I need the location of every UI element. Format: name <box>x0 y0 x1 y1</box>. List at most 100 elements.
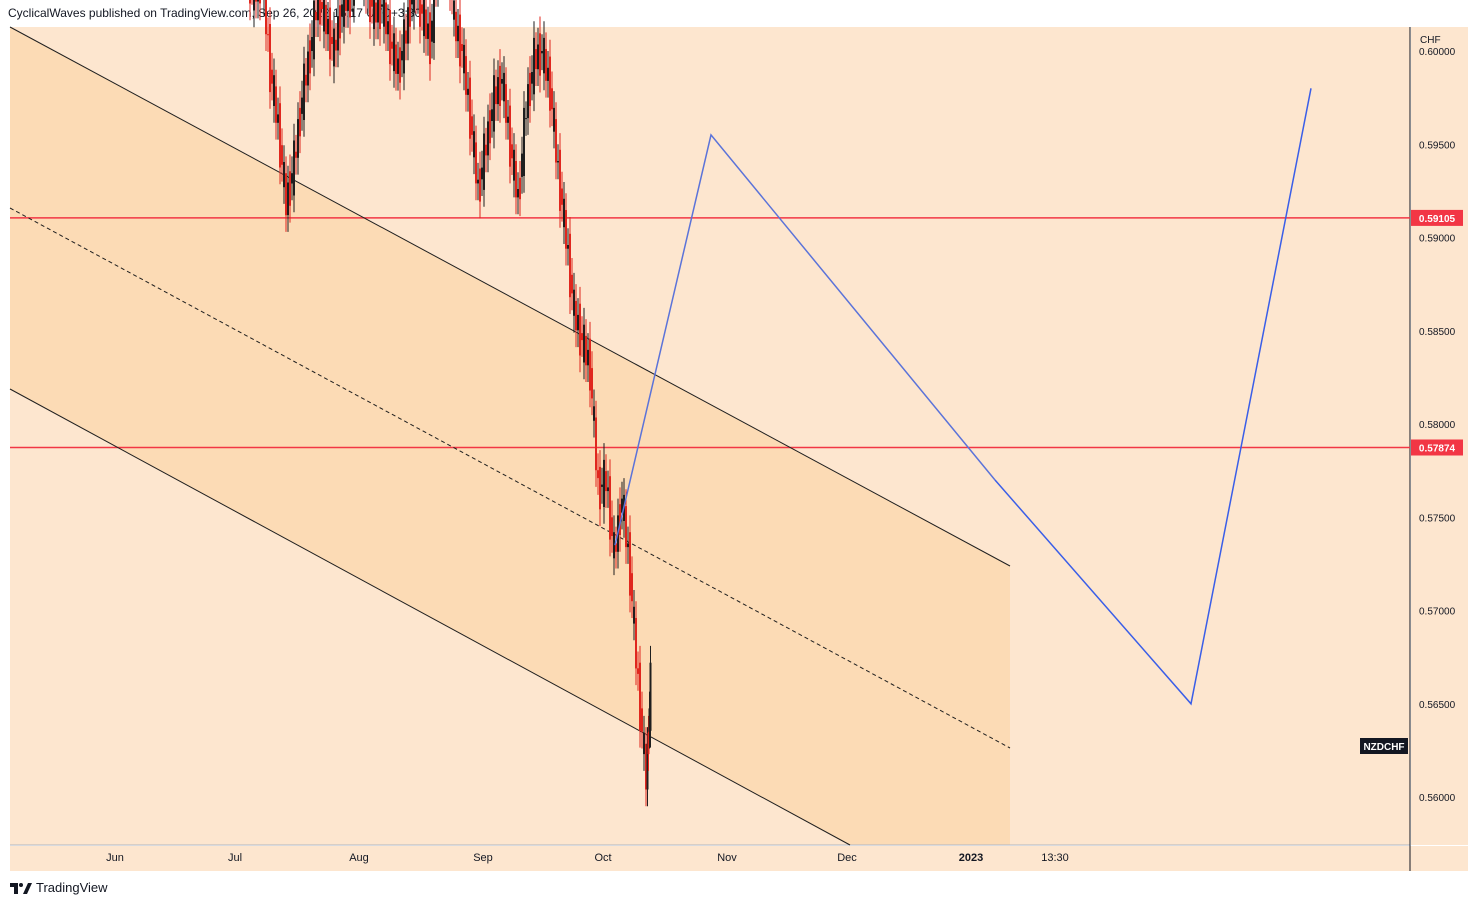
y-tick-label: 0.56000 <box>1419 793 1456 804</box>
candle-body <box>431 20 433 42</box>
candle-body <box>283 162 285 188</box>
level-label: 0.57874 <box>1419 444 1456 455</box>
candle-body <box>321 2 323 9</box>
candle-body <box>646 743 649 790</box>
candle-body <box>279 103 281 168</box>
candle-body <box>571 274 573 294</box>
candle-body <box>611 517 613 536</box>
candle-body <box>631 573 633 602</box>
candle-body <box>641 708 643 732</box>
x-tick-label: Aug <box>349 852 369 864</box>
candle-body <box>405 30 407 44</box>
candle-body <box>511 144 513 159</box>
candle-body <box>629 532 631 596</box>
candle-body <box>531 72 533 84</box>
candle-body <box>389 10 391 65</box>
candle-body <box>643 732 645 755</box>
candle-body <box>297 119 299 158</box>
candle-body <box>305 74 307 86</box>
candle-body <box>555 119 557 163</box>
symbol-label: NZDCHF <box>1363 742 1404 753</box>
candle-body <box>483 133 485 190</box>
candle-body <box>301 97 303 114</box>
channel-midline <box>9 207 1011 749</box>
candle-body <box>371 0 373 7</box>
level-label-bg <box>1411 439 1463 456</box>
candle-body <box>609 476 611 540</box>
candle-body <box>569 233 571 298</box>
candle-body <box>591 368 593 399</box>
candle-body <box>501 79 503 84</box>
candle-body <box>535 49 537 70</box>
candle-body <box>633 606 635 624</box>
candle-body <box>503 72 505 102</box>
candle-body <box>477 179 479 184</box>
candle-body <box>627 543 629 548</box>
candle-body <box>471 116 473 135</box>
projection-line <box>614 133 996 546</box>
candle-body <box>373 0 375 30</box>
candle-body <box>497 77 499 105</box>
candle-body <box>281 145 283 165</box>
candle-body <box>379 0 381 30</box>
candle-body <box>559 149 561 211</box>
candle-body <box>257 0 259 2</box>
candle-body <box>533 37 535 95</box>
candle-body <box>649 662 652 731</box>
level-label-bg <box>1411 209 1463 226</box>
candle-body <box>277 114 279 123</box>
candle-body <box>335 39 337 51</box>
candle-body <box>473 131 475 158</box>
candle-body <box>567 245 569 249</box>
candle-body <box>307 51 309 86</box>
candle-body <box>491 109 493 121</box>
candle-body <box>399 47 401 83</box>
candle-body <box>479 168 481 202</box>
candle-body <box>613 532 615 559</box>
candle-body <box>421 4 423 14</box>
candle-body <box>499 65 501 106</box>
candle-body <box>401 51 403 61</box>
channel-upper-line <box>9 26 1011 567</box>
candle-body <box>419 0 421 27</box>
candle-body <box>637 668 639 674</box>
candle-body <box>413 0 415 13</box>
candle-body <box>457 25 459 42</box>
candle-body <box>605 471 607 492</box>
y-tick-label: 0.60000 <box>1419 47 1456 58</box>
candle-body <box>603 459 605 507</box>
candle-body <box>341 4 343 17</box>
tradingview-logo-icon <box>10 882 32 894</box>
candle-body <box>269 24 271 93</box>
candle-body <box>465 56 467 95</box>
candle-body <box>647 732 650 755</box>
candle-body <box>315 11 317 21</box>
candle-body <box>255 0 257 2</box>
candle-body <box>475 142 477 184</box>
candle-body <box>547 67 549 81</box>
candle-body <box>509 105 511 167</box>
candle-body <box>427 23 429 39</box>
candle-body <box>541 51 543 54</box>
candle-body <box>387 21 389 35</box>
candle-body <box>481 167 483 180</box>
candle-body <box>317 0 319 21</box>
symbol-badge[interactable]: NZDCHF <box>1360 738 1408 754</box>
candle-body <box>259 0 261 4</box>
candle-body <box>349 0 351 18</box>
candle-body <box>287 182 289 216</box>
candle-body <box>319 0 321 25</box>
y-tick-label: 0.59500 <box>1419 140 1456 151</box>
candle-body <box>289 171 291 206</box>
candle-body <box>607 487 609 492</box>
x-tick-label: Oct <box>594 852 611 864</box>
candle-body <box>309 40 311 74</box>
candle-body <box>453 0 455 20</box>
candle-body <box>469 77 471 139</box>
level-label: 0.59105 <box>1419 214 1456 225</box>
candle-body <box>459 14 461 67</box>
y-tick-label: 0.58500 <box>1419 327 1456 338</box>
candle-body <box>597 470 599 479</box>
candle-body <box>253 0 255 11</box>
